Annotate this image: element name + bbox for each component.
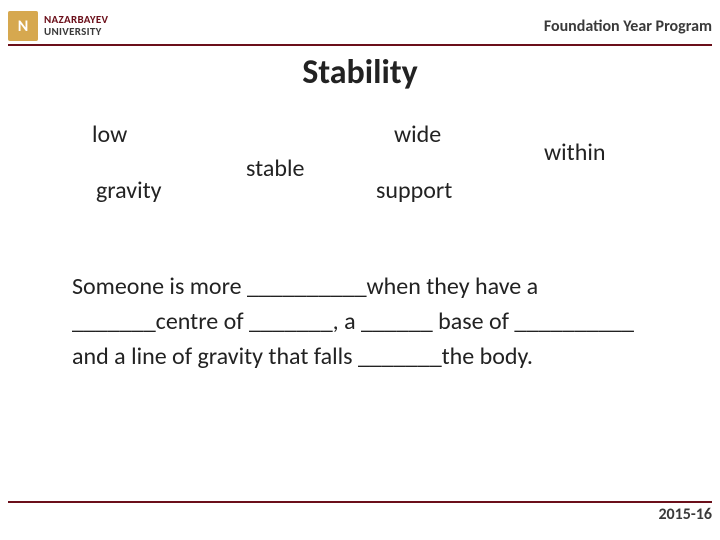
footer-year: 2015-16 [658, 505, 712, 524]
page-title: Stability [0, 52, 720, 93]
word-wide: wide [394, 120, 441, 149]
fill-paragraph: Someone is more __________when they have… [72, 270, 660, 374]
word-support: support [376, 176, 452, 205]
logo-mark-icon: N [8, 11, 38, 41]
program-label: Foundation Year Program [544, 17, 712, 36]
logo-letter: N [18, 17, 29, 36]
logo: N NAZARBAYEV UNIVERSITY [8, 11, 108, 41]
footer-bar: 2015-16 [8, 501, 712, 524]
logo-line2: UNIVERSITY [44, 26, 108, 38]
word-within: within [544, 138, 605, 167]
word-gravity: gravity [96, 176, 162, 205]
word-low: low [92, 120, 127, 149]
logo-text: NAZARBAYEV UNIVERSITY [44, 14, 108, 37]
word-stable: stable [246, 154, 304, 183]
word-bank: low stable wide within gravity support [0, 120, 720, 230]
header-bar: N NAZARBAYEV UNIVERSITY Foundation Year … [8, 8, 712, 46]
